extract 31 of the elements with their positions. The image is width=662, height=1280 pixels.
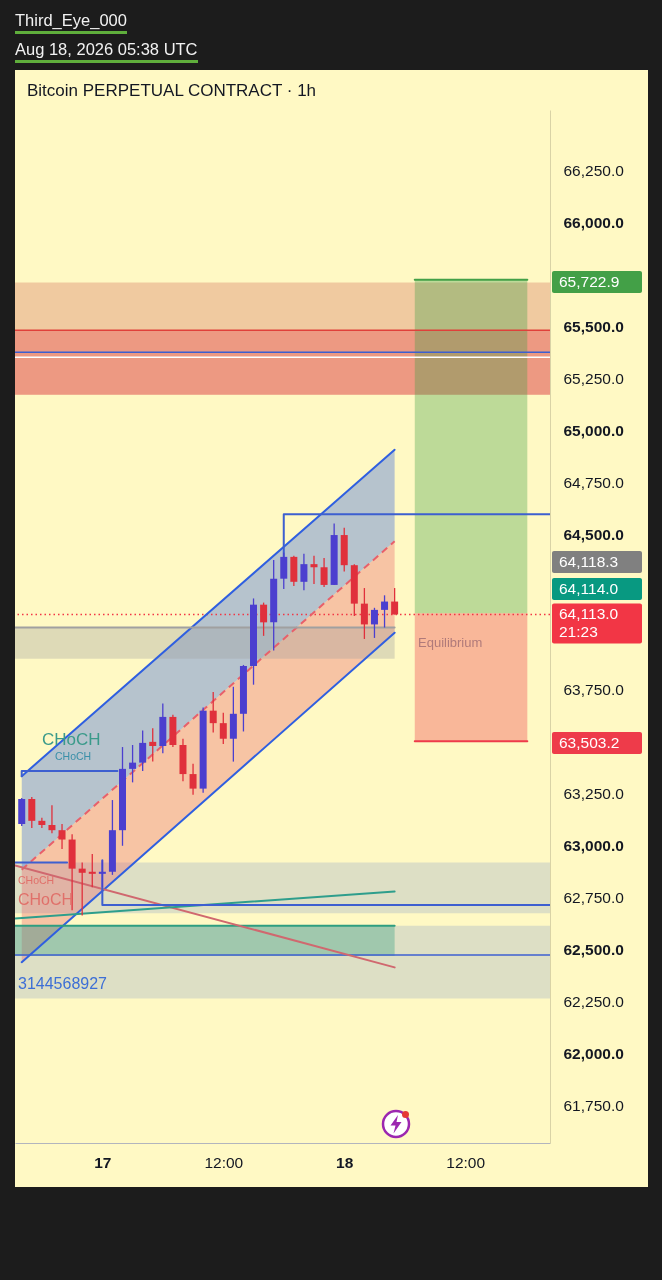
y-tick-label: 63,750.0: [563, 681, 625, 699]
y-tick-label: 62,000.0: [563, 1045, 624, 1063]
y-tick-label: 65,500.0: [563, 317, 624, 335]
x-tick-label: 12:00: [204, 1153, 244, 1171]
annotation: CHoCH: [18, 874, 55, 886]
x-tick-label: 18: [336, 1153, 354, 1171]
annotation: 3144568927: [18, 975, 108, 992]
annotation: Equilibrium: [418, 635, 483, 650]
y-tick-label: 61,750.0: [563, 1097, 625, 1115]
x-tick-label: 17: [94, 1153, 112, 1171]
y-tick-label: 66,000.0: [563, 213, 624, 231]
y-tick-label: 62,750.0: [563, 889, 625, 907]
y-tick-label: 63,250.0: [563, 785, 625, 803]
y-tick-label: 65,000.0: [563, 421, 624, 439]
text: Aug 18, 2026 05:38 UTC: [15, 38, 198, 63]
text: 63,503.2: [559, 734, 620, 751]
y-tick-label: 65,250.0: [563, 369, 625, 387]
y-tick-label: 64,500.0: [563, 525, 624, 543]
text: 64,118.3: [559, 553, 619, 570]
text: 64,114.0: [559, 580, 619, 597]
annotation: CHoCH: [55, 750, 92, 762]
y-tick-label: 64,750.0: [563, 473, 625, 491]
chart-title: Bitcoin PERPETUAL CONTRACT · 1h: [27, 81, 317, 100]
text: 65,722.9: [559, 273, 620, 290]
y-tick-label: 62,250.0: [563, 993, 625, 1011]
ref-line-label: 64,113.0 21:23: [559, 605, 619, 641]
text: Third_Eye_000: [15, 9, 127, 34]
y-tick-label: 66,250.0: [563, 161, 625, 179]
x-tick-label: 12:00: [446, 1153, 486, 1171]
y-tick-label: 63,000.0: [563, 837, 624, 855]
y-tick-label: 62,500.0: [563, 941, 624, 959]
